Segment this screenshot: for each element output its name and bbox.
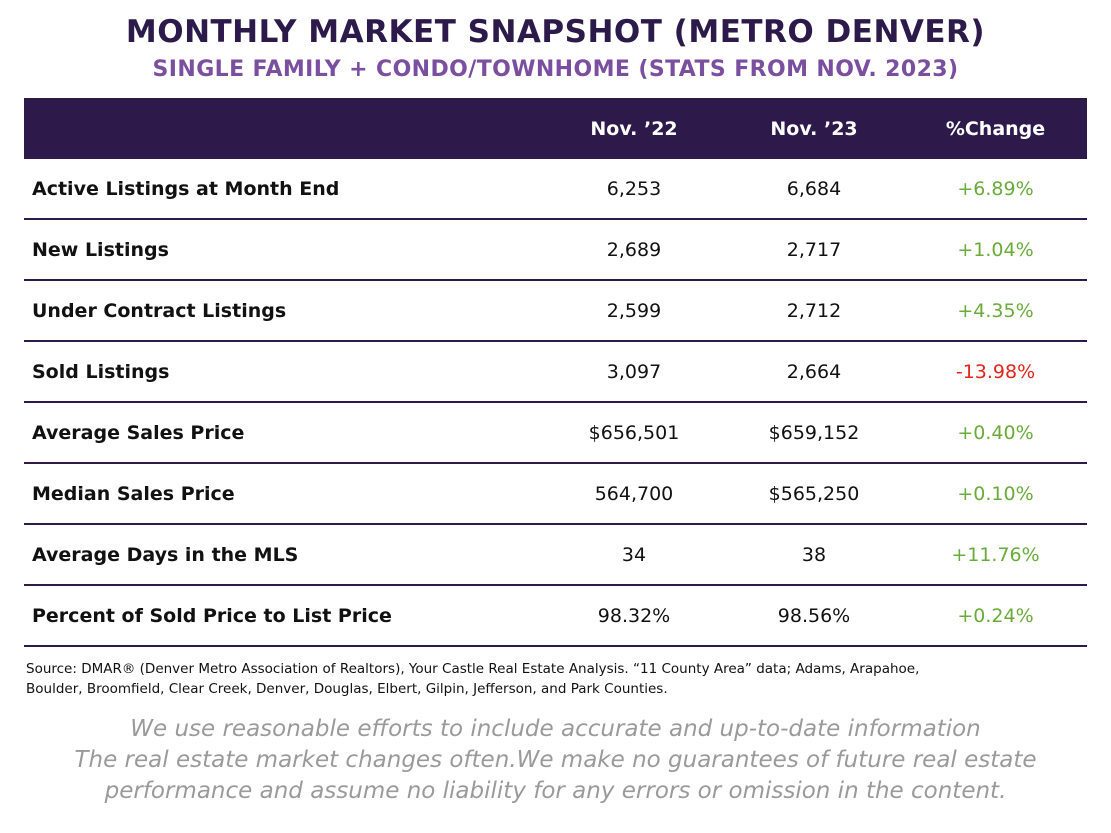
row-label: Percent of Sold Price to List Price xyxy=(32,604,392,627)
value-nov22: 34 xyxy=(621,543,647,566)
percent-change: +1.04% xyxy=(957,238,1034,261)
row-label: Average Sales Price xyxy=(32,421,245,444)
value-nov23: $659,152 xyxy=(768,421,860,444)
row-label: Under Contract Listings xyxy=(32,299,287,322)
value-nov23: 2,664 xyxy=(786,360,842,383)
table-row: Under Contract Listings 2,599 2,712 +4.35% xyxy=(24,281,1087,342)
source-line-1: Source: DMAR® (Denver Metro Association … xyxy=(26,661,920,677)
source-line-2: Boulder, Broomfield, Clear Creek, Denver… xyxy=(26,681,668,697)
page-subtitle: SINGLE FAMILY + CONDO/TOWNHOME (STATS FR… xyxy=(152,57,959,82)
percent-change: +0.40% xyxy=(957,421,1034,444)
table-row: Sold Listings 3,097 2,664 -13.98% xyxy=(24,342,1087,403)
header-nov22: Nov. ’22 xyxy=(590,117,678,140)
value-nov23: $565,250 xyxy=(768,482,860,505)
table-body: Active Listings at Month End 6,253 6,684 +6… xyxy=(24,159,1087,647)
table-row: Average Sales Price $656,501 $659,152 +0.40… xyxy=(24,403,1087,464)
table-row: Percent of Sold Price to List Price 98.32… xyxy=(24,586,1087,647)
row-label: New Listings xyxy=(32,238,169,261)
market-snapshot-table: Nov. ’22 Nov. ’23 %Change Active Listing… xyxy=(24,98,1087,647)
row-label: Sold Listings xyxy=(32,360,170,383)
header-percent-change: %Change xyxy=(945,117,1046,140)
value-nov23: 2,717 xyxy=(786,238,842,261)
page-title: MONTHLY MARKET SNAPSHOT (METRO DENVER) xyxy=(125,14,986,50)
value-nov22: 2,689 xyxy=(606,238,662,261)
value-nov22: $656,501 xyxy=(588,421,680,444)
table-row: New Listings 2,689 2,717 +1.04% xyxy=(24,220,1087,281)
value-nov23: 6,684 xyxy=(786,177,842,200)
header-nov23: Nov. ’23 xyxy=(770,117,858,140)
row-label: Average Days in the MLS xyxy=(32,543,299,566)
value-nov23: 2,712 xyxy=(786,299,842,322)
disclaimer-line-3: performance and assume no liability for … xyxy=(104,778,1007,804)
value-nov22: 2,599 xyxy=(606,299,662,322)
disclaimer-line-2: The real estate market changes often.We … xyxy=(74,747,1037,773)
value-nov22: 3,097 xyxy=(606,360,662,383)
percent-change: +11.76% xyxy=(951,543,1040,566)
percent-change: +0.10% xyxy=(957,482,1034,505)
row-label: Active Listings at Month End xyxy=(32,177,340,200)
value-nov22: 98.32% xyxy=(597,604,671,627)
row-label: Median Sales Price xyxy=(32,482,235,505)
table-row: Average Days in the MLS 34 38 +11.76% xyxy=(24,525,1087,586)
table-row: Active Listings at Month End 6,253 6,684 +6… xyxy=(24,159,1087,220)
value-nov23: 38 xyxy=(801,543,827,566)
table-header-row: Nov. ’22 Nov. ’23 %Change xyxy=(24,98,1087,159)
disclaimer-line-1: We use reasonable efforts to include acc… xyxy=(130,716,981,742)
percent-change: +0.24% xyxy=(957,604,1034,627)
value-nov22: 564,700 xyxy=(594,482,674,505)
percent-change: +4.35% xyxy=(957,299,1034,322)
percent-change: +6.89% xyxy=(957,177,1034,200)
table-row: Median Sales Price 564,700 $565,250 +0.10% xyxy=(24,464,1087,525)
value-nov23: 98.56% xyxy=(777,604,851,627)
value-nov22: 6,253 xyxy=(606,177,662,200)
percent-change: -13.98% xyxy=(955,360,1036,383)
source-note: Source: DMAR® (Denver Metro Association … xyxy=(26,659,1086,699)
disclaimer: We use reasonable efforts to include acc… xyxy=(0,714,1111,807)
